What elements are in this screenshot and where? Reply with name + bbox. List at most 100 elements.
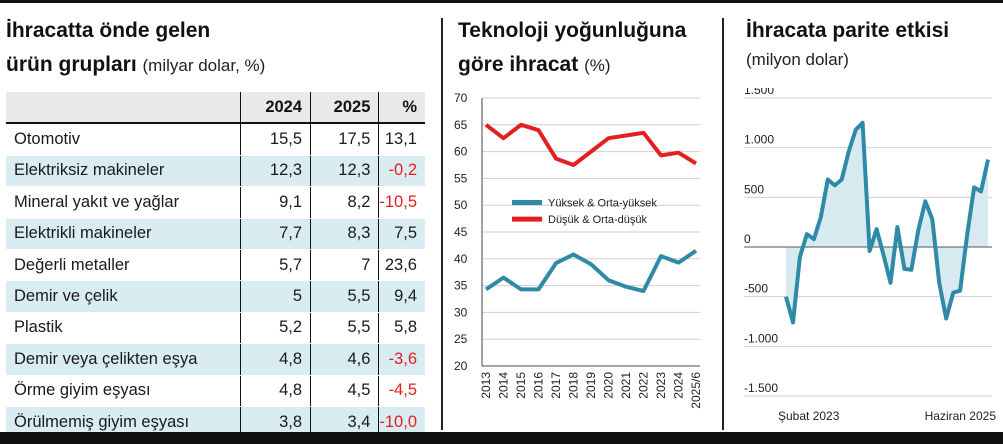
row-value-2025: 7	[310, 249, 379, 282]
row-value-2025: 8,3	[310, 218, 379, 250]
row-value-2025: 5,5	[310, 312, 379, 345]
x-tick-label: 2016	[532, 372, 546, 399]
panel-divider-2	[722, 18, 724, 430]
y-tick-label: 500	[744, 182, 764, 196]
x-tick-label: 2017	[549, 372, 563, 399]
x-label-start: Şubat 2023	[778, 409, 840, 423]
x-tick-label: 2024	[672, 372, 686, 399]
legend-label: Düşük & Orta-düşük	[548, 214, 648, 226]
row-change-percent: -3,6	[378, 343, 425, 376]
row-name: Mineral yakıt ve yağlar	[6, 186, 241, 219]
header-2024: 2024	[239, 92, 311, 125]
x-label-end: Haziran 2025	[925, 409, 997, 423]
tech-chart-title-line2: göre ihracat (%)	[458, 53, 611, 76]
row-value-2025: 12,3	[310, 155, 379, 188]
y-tick-label: 45	[454, 225, 468, 239]
row-change-percent: -4,5	[378, 375, 425, 407]
header-percent: %	[378, 92, 425, 125]
row-change-percent: -0,2	[378, 155, 425, 188]
row-value-2024: 9,1	[239, 186, 311, 219]
y-tick-label: -1.000	[744, 331, 778, 345]
row-value-2025: 4,5	[310, 375, 379, 407]
row-name: Değerli metaller	[6, 249, 241, 282]
table-row: Örme giyim eşyası 4,8 4,5 -4,5	[6, 375, 425, 407]
parity-chart-unit: (milyon dolar)	[746, 50, 849, 69]
table-title-line2: ürün grupları (milyar dolar, %)	[6, 53, 266, 76]
x-tick-label: 2013	[479, 372, 493, 399]
y-tick-label: 35	[454, 279, 468, 293]
x-tick-label: 2019	[584, 372, 598, 399]
y-tick-label: 50	[454, 198, 468, 212]
row-value-2024: 5	[239, 280, 311, 313]
row-value-2024: 15,5	[239, 123, 311, 156]
row-name: Demir ve çelik	[6, 280, 241, 313]
top-rule	[0, 0, 1003, 3]
table-row: Elektriksiz makineler 12,3 12,3 -0,2	[6, 155, 425, 188]
row-change-percent: 23,6	[378, 249, 425, 282]
table-unit: (milyar dolar, %)	[142, 56, 266, 75]
x-tick-label: 2025/6	[689, 372, 703, 409]
tech-chart-unit: (%)	[584, 56, 611, 75]
table-row: Değerli metaller 5,7 7 23,6	[6, 249, 425, 282]
table-header-row: 2024 2025 %	[6, 92, 425, 125]
x-tick-label: 2014	[497, 372, 511, 399]
x-tick-label: 2023	[654, 372, 668, 399]
row-name: Elektrikli makineler	[6, 218, 241, 250]
x-tick-label: 2022	[637, 372, 651, 399]
row-value-2024: 5,2	[239, 312, 311, 345]
x-tick-label: 2021	[619, 372, 633, 399]
y-tick-label: 1.000	[744, 133, 774, 147]
row-value-2024: 7,7	[239, 218, 311, 250]
row-name: Plastik	[6, 312, 241, 345]
y-tick-label: 40	[454, 252, 468, 266]
x-tick-label: 2015	[514, 372, 528, 399]
parity-chart-title: İhracata parite etkisi	[746, 19, 950, 42]
table-row: Demir veya çelikten eşya 4,8 4,6 -3,6	[6, 343, 425, 376]
row-value-2025: 17,5	[310, 123, 379, 156]
table-body: Otomotiv 15,5 17,5 13,1 Elektriksiz makinele…	[6, 123, 425, 439]
y-tick-label: 65	[454, 118, 468, 132]
table-title-line1: İhracatta önde gelen	[6, 19, 211, 42]
table-row: Demir ve çelik 5 5,5 9,4	[6, 280, 425, 313]
y-tick-label: -500	[744, 282, 768, 296]
table-row: Elektrikli makineler 7,7 8,3 7,5	[6, 218, 425, 250]
row-change-percent: 13,1	[378, 123, 425, 156]
header-name	[6, 92, 241, 125]
table-row: Otomotiv 15,5 17,5 13,1	[6, 123, 425, 156]
row-value-2025: 4,6	[310, 343, 379, 376]
product-groups-table: 2024 2025 % Otomotiv 15,5 17,5 13,1 Elektrik…	[6, 92, 425, 439]
row-change-percent: 9,4	[378, 280, 425, 313]
y-tick-label: 70	[454, 91, 468, 105]
y-tick-label: 30	[454, 305, 468, 319]
header-2025: 2025	[310, 92, 379, 125]
row-name: Otomotiv	[6, 123, 241, 156]
x-tick-label: 2018	[567, 372, 581, 399]
panel-divider-1	[441, 18, 443, 430]
y-tick-label: 55	[454, 171, 468, 185]
y-tick-label: 20	[454, 359, 468, 373]
row-name: Örme giyim eşyası	[6, 375, 241, 407]
legend-label: Yüksek & Orta-yüksek	[548, 198, 657, 210]
y-tick-label: 0	[744, 232, 751, 246]
y-tick-label: 25	[454, 332, 468, 346]
row-name: Elektriksiz makineler	[6, 155, 241, 188]
table-row: Plastik 5,2 5,5 5,8	[6, 312, 425, 345]
row-value-2025: 5,5	[310, 280, 379, 313]
series-line	[484, 249, 698, 293]
row-value-2025: 8,2	[310, 186, 379, 219]
table-row: Mineral yakıt ve yağlar 9,1 8,2 -10,5	[6, 186, 425, 219]
area-fill	[786, 122, 988, 323]
y-tick-label: 60	[454, 145, 468, 159]
row-value-2024: 5,7	[239, 249, 311, 282]
row-change-percent: -10,5	[378, 186, 425, 219]
row-value-2024: 12,3	[239, 155, 311, 188]
row-change-percent: 7,5	[378, 218, 425, 250]
bottom-bar	[0, 432, 1003, 444]
row-value-2024: 4,8	[239, 343, 311, 376]
row-change-percent: 5,8	[378, 312, 425, 345]
tech-chart-title-line1: Teknoloji yoğunluğuna	[458, 19, 687, 42]
series-line	[784, 120, 990, 325]
row-name: Demir veya çelikten eşya	[6, 343, 241, 376]
